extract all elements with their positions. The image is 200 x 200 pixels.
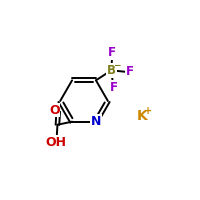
Text: O: O	[49, 104, 60, 117]
Text: OH: OH	[45, 136, 66, 149]
Text: −: −	[113, 61, 120, 70]
Text: F: F	[126, 65, 134, 78]
Text: B: B	[107, 64, 116, 77]
Text: +: +	[144, 106, 152, 116]
Text: F: F	[108, 46, 116, 59]
Text: N: N	[91, 115, 101, 128]
Text: K: K	[136, 109, 147, 123]
Text: F: F	[110, 81, 118, 94]
